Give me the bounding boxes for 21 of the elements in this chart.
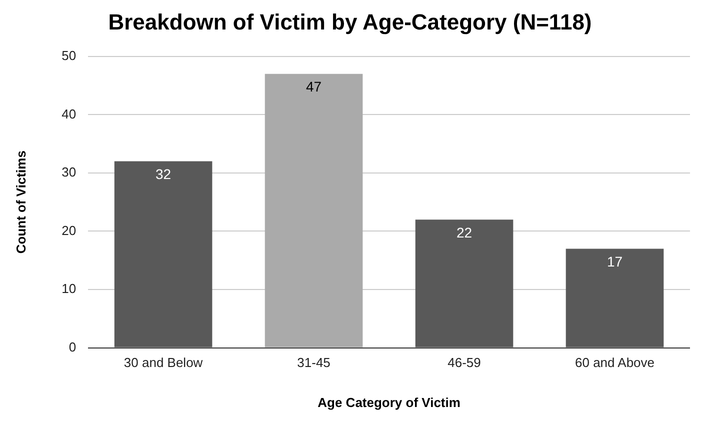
y-tick-label: 30: [62, 164, 76, 180]
y-tick-label: 40: [62, 106, 76, 122]
bar: [566, 248, 664, 348]
y-tick-label: 0: [68, 339, 76, 354]
y-tick-label: 20: [62, 222, 76, 238]
x-tick-label: 30 and Below: [124, 355, 204, 370]
data-label: 17: [606, 254, 623, 270]
bar: [415, 220, 514, 348]
x-axis-title: Age Category of Victim: [318, 394, 460, 410]
y-tick-label: 10: [62, 281, 76, 296]
x-tick-label: 31-45: [297, 355, 330, 370]
chart-title: Breakdown of Victim by Age-Category (N=118): [108, 9, 592, 34]
bar: [264, 74, 363, 348]
x-tick-label: 46-59: [448, 355, 481, 370]
bar: [114, 161, 212, 348]
x-tick-label: 60 and Above: [574, 355, 655, 370]
data-label: 22: [456, 224, 472, 240]
data-label: 47: [306, 78, 322, 95]
data-label: 32: [156, 166, 172, 182]
y-tick-label: 50: [62, 48, 76, 63]
y-axis-title: Count of Victims: [13, 150, 28, 254]
